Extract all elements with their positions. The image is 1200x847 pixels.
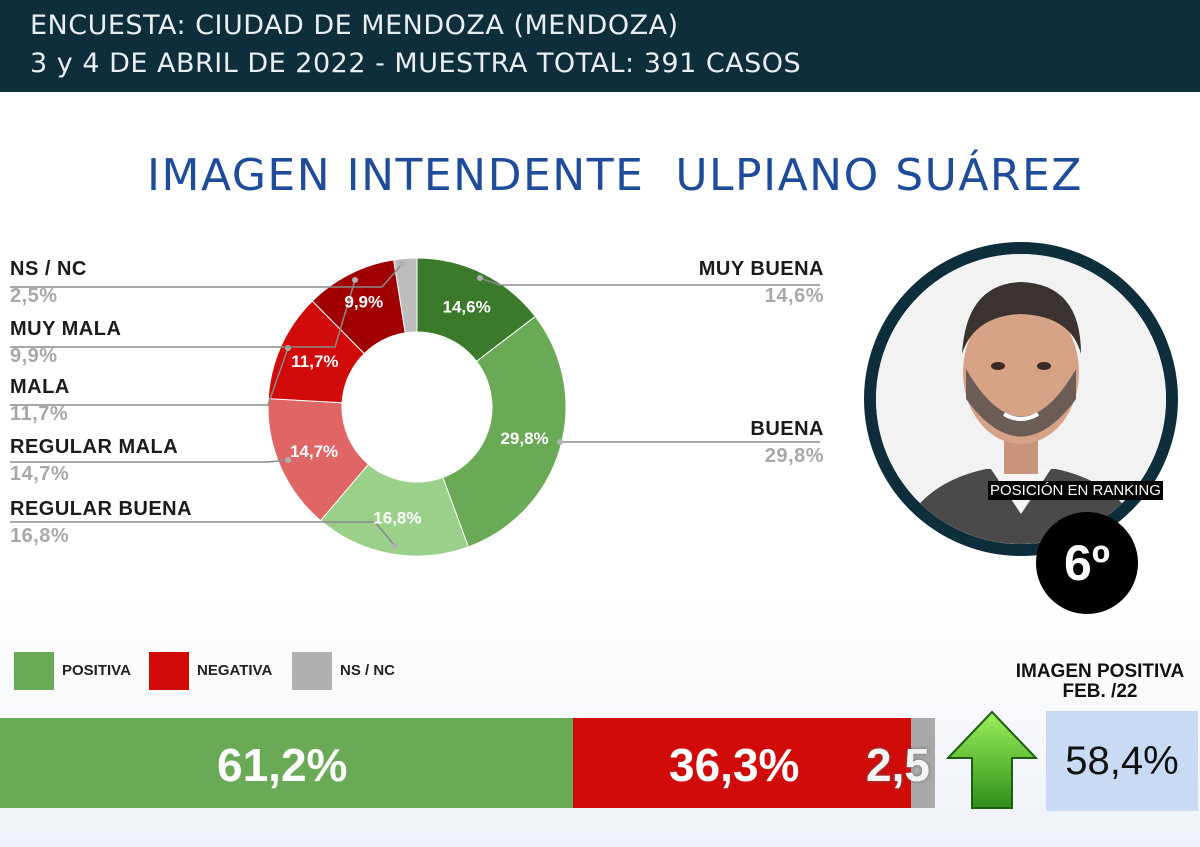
slice-value-label: 14,6% — [442, 298, 490, 317]
bar-segment-negativa — [573, 718, 911, 808]
donut-slice-buena — [442, 315, 567, 548]
legend-text-positiva: POSITIVA — [62, 662, 131, 679]
legend-label-muy-mala: MUY MALA 9,9% — [10, 318, 122, 367]
legend-swatch-ns-nc — [292, 652, 332, 690]
bar-label-positiva: 61,2% — [217, 739, 348, 791]
up-arrow-icon — [945, 710, 1039, 809]
portrait-photo — [864, 242, 1178, 556]
donut-slice-ns-nc — [393, 257, 418, 334]
legend-swatch-positiva — [14, 652, 54, 690]
leader-dot — [285, 345, 291, 351]
leader-line — [10, 521, 396, 547]
legend-text-negativa: NEGATIVA — [197, 662, 273, 679]
donut-slice-regular-buena — [319, 463, 469, 557]
legend-swatch-negativa — [149, 652, 189, 690]
leader-line — [10, 263, 403, 288]
leader-dot — [285, 457, 291, 463]
imagen-positiva-value: 58,4% — [1046, 711, 1198, 811]
donut-chart: 14,6% 29,8% 16,8% 14,7% 11,7% 9,9% — [10, 257, 820, 557]
legend-label-ns-nc: NS / NC 2,5% — [10, 258, 87, 307]
legend-label-regular-buena: REGULAR BUENA 16,8% — [10, 498, 193, 547]
imagen-positiva-title: IMAGEN POSITIVA FEB. /22 — [1015, 661, 1185, 702]
bar-label-negativa: 36,3% — [669, 739, 800, 791]
leader-dot — [557, 439, 563, 445]
legend-label-mala: MALA 11,7% — [10, 376, 70, 425]
leader-line — [479, 277, 820, 286]
slice-value-label: 14,7% — [290, 442, 338, 461]
bar-segment-ns-nc — [911, 718, 935, 808]
leader-dot — [392, 543, 398, 549]
slice-value-label: 9,9% — [344, 293, 383, 312]
bar-label-ns-nc: 2,5 — [866, 739, 930, 791]
slice-value-label: 11,7% — [291, 352, 338, 371]
chart-title: IMAGEN INTENDENTE ULPIANO SUÁREZ — [147, 150, 1083, 201]
legend-label-buena: BUENA 29,8% — [750, 418, 824, 467]
ranking-label: POSICIÓN EN RANKING — [988, 481, 1163, 500]
leader-line — [10, 347, 289, 406]
legend-label-muy-buena: MUY BUENA 14,6% — [698, 258, 824, 307]
survey-title: ENCUESTA: CIUDAD DE MENDOZA (MENDOZA) — [30, 10, 679, 41]
legend-label-regular-mala: REGULAR MALA 14,7% — [10, 436, 179, 485]
leader-line — [10, 279, 356, 348]
header-banner: ENCUESTA: CIUDAD DE MENDOZA (MENDOZA) 3 … — [0, 0, 1200, 92]
legend-text-ns-nc: NS / NC — [340, 662, 396, 679]
leader-dot — [477, 275, 483, 281]
leader-dot — [352, 277, 358, 283]
leader-line — [10, 459, 289, 463]
survey-date-sample: 3 y 4 DE ABRIL DE 2022 - MUESTRA TOTAL: … — [30, 48, 802, 79]
ranking-badge: 6º — [1036, 512, 1138, 614]
bar-segment-positiva — [0, 718, 573, 808]
slice-value-label: 29,8% — [500, 429, 548, 448]
slice-value-label: 16,8% — [373, 508, 421, 527]
leader-dot — [399, 261, 405, 267]
